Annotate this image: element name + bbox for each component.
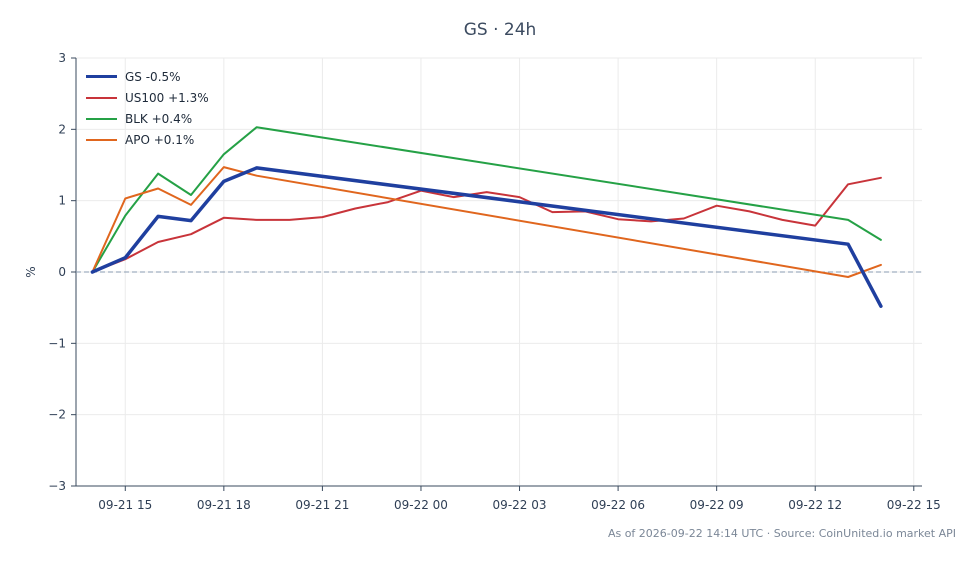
legend-swatch	[86, 117, 117, 120]
legend-item: BLK +0.4%	[86, 108, 209, 129]
legend-swatch	[86, 138, 117, 141]
x-tick-label: 09-22 03	[493, 498, 547, 512]
x-tick-label: 09-22 15	[887, 498, 941, 512]
legend-label: US100 +1.3%	[125, 90, 209, 105]
legend-label: APO +0.1%	[125, 132, 195, 147]
y-tick-label: −1	[48, 336, 66, 350]
x-tick-label: 09-21 21	[295, 498, 349, 512]
y-tick-label: 0	[58, 265, 66, 279]
legend-item: GS -0.5%	[86, 66, 209, 87]
y-tick-label: 3	[58, 51, 66, 65]
x-tick-label: 09-21 18	[197, 498, 251, 512]
series-line-blk	[91, 126, 882, 273]
legend-swatch	[86, 75, 117, 78]
series-line-apo	[91, 166, 882, 278]
legend-label: GS -0.5%	[125, 69, 181, 84]
x-tick-label: 09-21 15	[98, 498, 152, 512]
series-line-gs	[90, 166, 883, 308]
footer-source: As of 2026-09-22 14:14 UTC · Source: Coi…	[607, 527, 956, 540]
legend-label: BLK +0.4%	[125, 111, 193, 126]
y-axis-label: %	[24, 266, 38, 277]
series-line-us100	[91, 176, 882, 273]
legend-item: US100 +1.3%	[86, 87, 209, 108]
x-tick-label: 09-22 06	[591, 498, 645, 512]
y-tick-label: 2	[58, 122, 66, 136]
chart-title: GS · 24h	[463, 20, 537, 40]
legend-item: APO +0.1%	[86, 129, 209, 150]
y-tick-label: −2	[48, 408, 66, 422]
x-axis-ticks: 09-21 15 09-21 18 09-21 21 09-22 00 09-22 03…	[98, 486, 941, 512]
series-lines	[90, 126, 883, 308]
y-tick-label: −3	[48, 479, 66, 493]
y-tick-label: 1	[58, 194, 66, 208]
legend: GS -0.5% US100 +1.3% BLK +0.4% APO +0.1%	[86, 66, 209, 150]
x-tick-label: 09-22 12	[788, 498, 842, 512]
x-tick-label: 09-22 00	[394, 498, 448, 512]
x-tick-label: 09-22 09	[690, 498, 744, 512]
y-axis-ticks: −3 −2 −1 0 1 2 3	[48, 51, 76, 493]
legend-swatch	[86, 96, 117, 99]
